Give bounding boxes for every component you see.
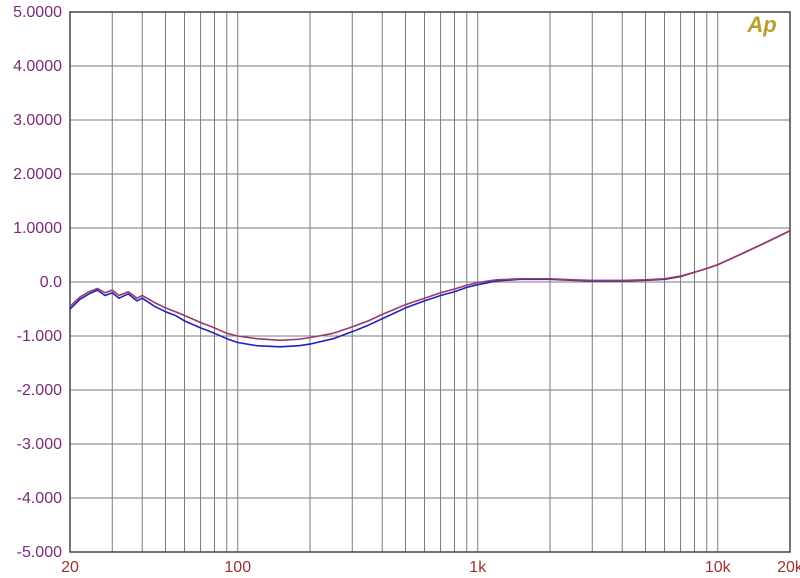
- y-tick-label: -3.000: [17, 436, 62, 453]
- chart-svg: 5.0000 4.0000 3.0000 2.0000 1.0000 0.0 -1.000 -…: [0, 0, 800, 578]
- y-tick-label: -5.000: [17, 544, 62, 561]
- watermark-ap: Ap: [746, 12, 776, 37]
- y-tick-label: 0.0: [40, 274, 62, 291]
- y-tick-label: 4.0000: [13, 58, 62, 75]
- x-tick-label: 20: [61, 559, 79, 576]
- y-tick-label: -4.000: [17, 490, 62, 507]
- y-tick-label: -1.000: [17, 328, 62, 345]
- chart-background: [0, 0, 800, 578]
- y-tick-label: 3.0000: [13, 112, 62, 129]
- frequency-response-chart: 5.0000 4.0000 3.0000 2.0000 1.0000 0.0 -1.000 -…: [0, 0, 800, 578]
- y-tick-label: 5.0000: [13, 4, 62, 21]
- x-tick-label: 10k: [705, 559, 732, 576]
- y-tick-label: 2.0000: [13, 166, 62, 183]
- x-tick-label: 1k: [469, 559, 487, 576]
- x-tick-label: 20k: [777, 559, 800, 576]
- y-tick-label: -2.000: [17, 382, 62, 399]
- y-tick-label: 1.0000: [13, 220, 62, 237]
- x-tick-label: 100: [224, 559, 251, 576]
